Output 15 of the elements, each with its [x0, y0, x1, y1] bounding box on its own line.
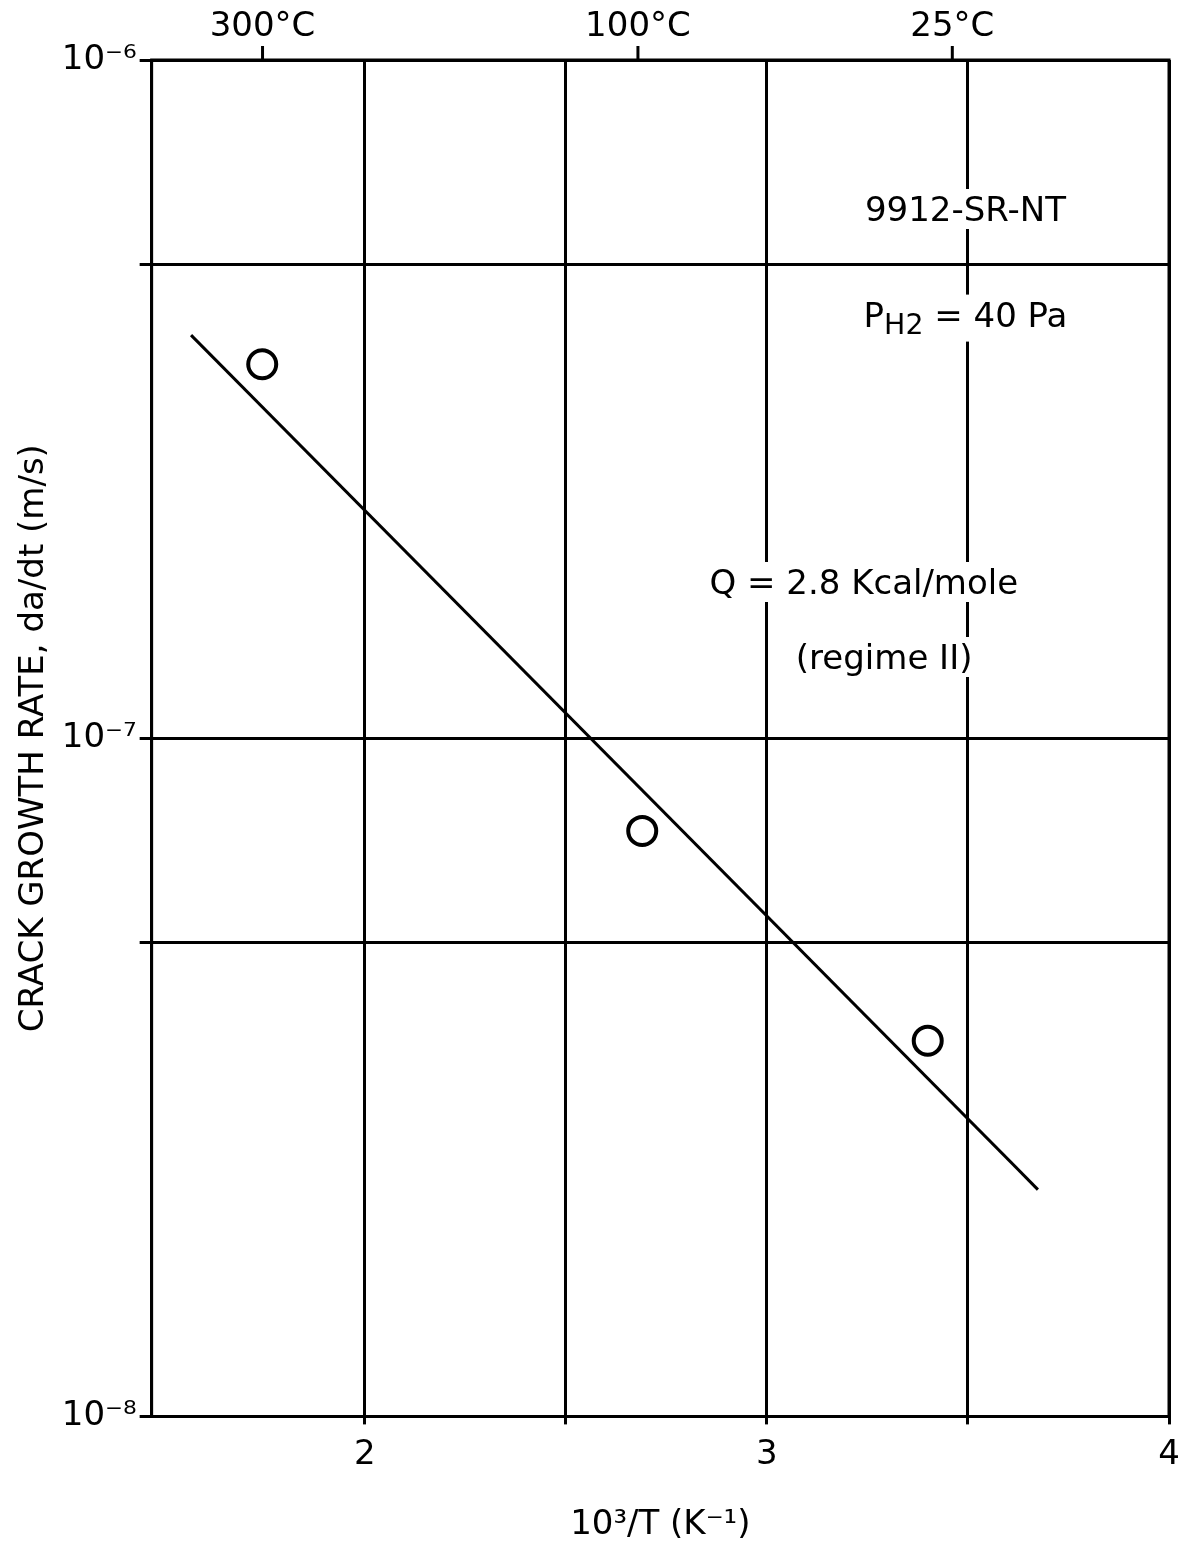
y-tick-label: 10⁻⁶ — [61, 36, 137, 77]
annotation: Q = 2.8 Kcal/mole — [705, 562, 1023, 603]
annotation: 9912-SR-NT — [860, 189, 1071, 230]
annotation: (regime II) — [791, 636, 977, 677]
text: 300°C — [205, 4, 320, 44]
annotation: P$_{H2}$ = 40 Pa — [859, 294, 1072, 342]
x-axis-title: 10³/T (K⁻¹) — [570, 1502, 751, 1543]
x-tick-label: 3 — [756, 1431, 778, 1472]
x-tick-label: 2 — [353, 1431, 376, 1472]
y-tick-label: 10⁻⁸ — [61, 1393, 137, 1434]
x-tick-label: 4 — [1158, 1431, 1180, 1472]
y-tick-label: 10⁻⁷ — [61, 715, 137, 756]
text: 100°C — [581, 4, 695, 44]
text: 25°C — [906, 4, 999, 44]
y-axis-title: CRACK GROWTH RATE, da/dt (m/s) — [11, 444, 52, 1033]
